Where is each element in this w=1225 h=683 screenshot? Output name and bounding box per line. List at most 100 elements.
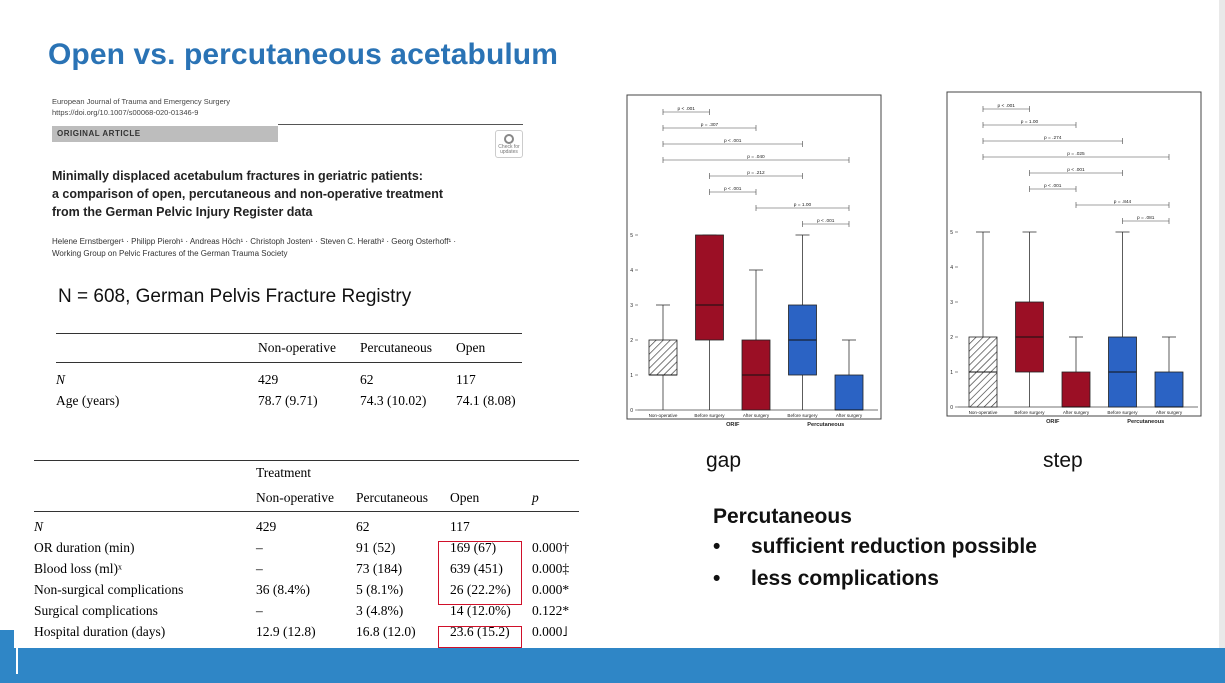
table-cell: –	[256, 560, 263, 576]
table-cell: Blood loss (ml)ˣ	[34, 560, 122, 576]
category-label: Non-operative	[969, 410, 998, 415]
table-cell: Age (years)	[56, 392, 120, 408]
table-cell: 14 (12.0%)	[450, 602, 511, 618]
table-header-row: Non-operative Percutaneous Open p	[34, 485, 579, 512]
category-label: Before surgery	[787, 413, 818, 418]
footer-bar	[0, 648, 1225, 683]
bullet-icon: •	[713, 567, 721, 590]
table-group-row: Treatment	[34, 460, 579, 485]
p-value-label: p = .844	[1114, 199, 1132, 205]
paper-title: Minimally displaced acetabulum fractures…	[52, 167, 532, 221]
table-cell: 73 (184)	[356, 560, 403, 576]
table-header-cell: Open	[456, 333, 522, 363]
chart-frame	[946, 91, 1202, 417]
bullet-item: • sufficient reduction possible	[713, 535, 1037, 567]
table-cell: 62	[356, 518, 370, 534]
check-updates-icon[interactable]: Check for updates	[495, 130, 523, 158]
p-value-label: p < .001	[1067, 167, 1085, 173]
y-tick-label: 2	[950, 335, 953, 341]
group-label: Percutaneous	[807, 422, 844, 428]
table-cell: 0.000˩	[532, 623, 568, 639]
footer-divider	[16, 640, 18, 674]
p-value-label: p < .001	[724, 138, 742, 144]
registry-label: N = 608, German Pelvis Fracture Registry	[58, 286, 412, 307]
table-cell: 36 (8.4%)	[256, 581, 310, 597]
table-cell: 117	[456, 371, 476, 387]
table-cell: 0.000†	[532, 539, 570, 555]
paper-title-line: from the German Pelvic Injury Register d…	[52, 205, 313, 219]
y-tick-label: 3	[950, 300, 953, 306]
box	[1154, 371, 1184, 408]
highlight-box	[438, 626, 522, 648]
y-tick-label: 4	[630, 268, 633, 274]
category-label: After surgery	[1063, 410, 1090, 415]
p-value-label: p = .212	[747, 170, 765, 176]
bullet-heading: Percutaneous	[713, 505, 852, 528]
table-cell: 74.3 (10.02)	[360, 392, 427, 408]
authors: Helene Ernstberger¹ · Philipp Pieroh¹ · …	[52, 236, 532, 259]
p-value-label: p = 1.00	[1021, 119, 1039, 125]
doi-link[interactable]: https://doi.org/10.1007/s00068-020-01346…	[52, 108, 199, 117]
table-cell: 5 (8.1%)	[356, 581, 404, 597]
group-label: ORIF	[1046, 419, 1060, 425]
bullet-list: Percutaneous • sufficient reduction poss…	[713, 505, 1037, 599]
divider	[278, 124, 523, 125]
p-value-label: p = 1.00	[794, 202, 812, 208]
group-label: ORIF	[726, 422, 740, 428]
y-tick-label: 1	[630, 373, 633, 379]
category-label: After surgery	[836, 413, 863, 418]
table-cell: N	[56, 371, 66, 387]
p-value-label: p < .001	[817, 218, 835, 224]
table-header-cell	[56, 333, 258, 363]
y-tick-label: 5	[950, 230, 953, 236]
highlight-box	[438, 541, 522, 605]
table-row: N 429 62 117	[34, 516, 579, 537]
table-cell: Non-surgical complications	[34, 581, 184, 597]
paper-title-line: a comparison of open, percutaneous and n…	[52, 187, 444, 201]
y-tick-label: 0	[950, 405, 953, 411]
table-cell: Surgical complications	[34, 602, 158, 618]
p-value-label: p = .274	[1044, 135, 1062, 141]
paper-header: European Journal of Trauma and Emergency…	[52, 96, 532, 258]
p-value-label: p = .307	[701, 122, 719, 128]
p-value-label: p < .001	[678, 106, 696, 112]
table-cell: 117	[450, 518, 470, 534]
authors-line: Helene Ernstberger¹ · Philipp Pieroh¹ · …	[52, 237, 457, 246]
table-cell	[532, 516, 579, 537]
category-label: After surgery	[1156, 410, 1183, 415]
group-label: Percutaneous	[1127, 419, 1164, 425]
p-value-label: p = .025	[1067, 151, 1085, 157]
category-label: Before surgery	[694, 413, 725, 418]
table-row: OR duration (min) – 91 (52) 169 (67) 0.0…	[34, 537, 579, 558]
outcomes-table-wrap: Treatment Non-operative Percutaneous Ope…	[34, 460, 579, 650]
slide-title: Open vs. percutaneous acetabulum	[48, 38, 559, 71]
table-row: Surgical complications – 3 (4.8%) 14 (12…	[34, 600, 579, 621]
article-type: ORIGINAL ARTICLE	[52, 126, 278, 142]
y-tick-label: 5	[630, 233, 633, 239]
box	[834, 374, 864, 411]
bullet-text: sufficient reduction possible	[751, 535, 1037, 558]
box	[1061, 371, 1091, 408]
table-cell: 0.122*	[532, 602, 570, 618]
table-cell: 429	[256, 518, 277, 534]
badge-label: Check for updates	[498, 144, 520, 155]
bullet-icon: •	[713, 535, 721, 558]
category-label: After surgery	[743, 413, 770, 418]
y-tick-label: 0	[630, 408, 633, 414]
box	[648, 339, 678, 376]
journal-name: European Journal of Trauma and Emergency…	[52, 97, 231, 106]
bullet-text: less complications	[751, 567, 939, 590]
table-cell: 639 (451)	[450, 560, 503, 576]
table-cell: Hospital duration (days)	[34, 623, 166, 639]
scrollbar[interactable]	[1219, 0, 1225, 683]
footer-strip	[0, 630, 14, 683]
table-header-cell: Percutaneous	[356, 485, 450, 512]
outcomes-table: Treatment Non-operative Percutaneous Ope…	[34, 460, 579, 642]
table-cell: 23.6 (15.2)	[450, 623, 510, 639]
table-header-cell: Open	[450, 485, 532, 512]
p-value-label: p < .001	[1044, 183, 1062, 189]
table-header-cell	[34, 485, 256, 512]
box	[695, 234, 724, 341]
y-tick-label: 4	[950, 265, 953, 271]
